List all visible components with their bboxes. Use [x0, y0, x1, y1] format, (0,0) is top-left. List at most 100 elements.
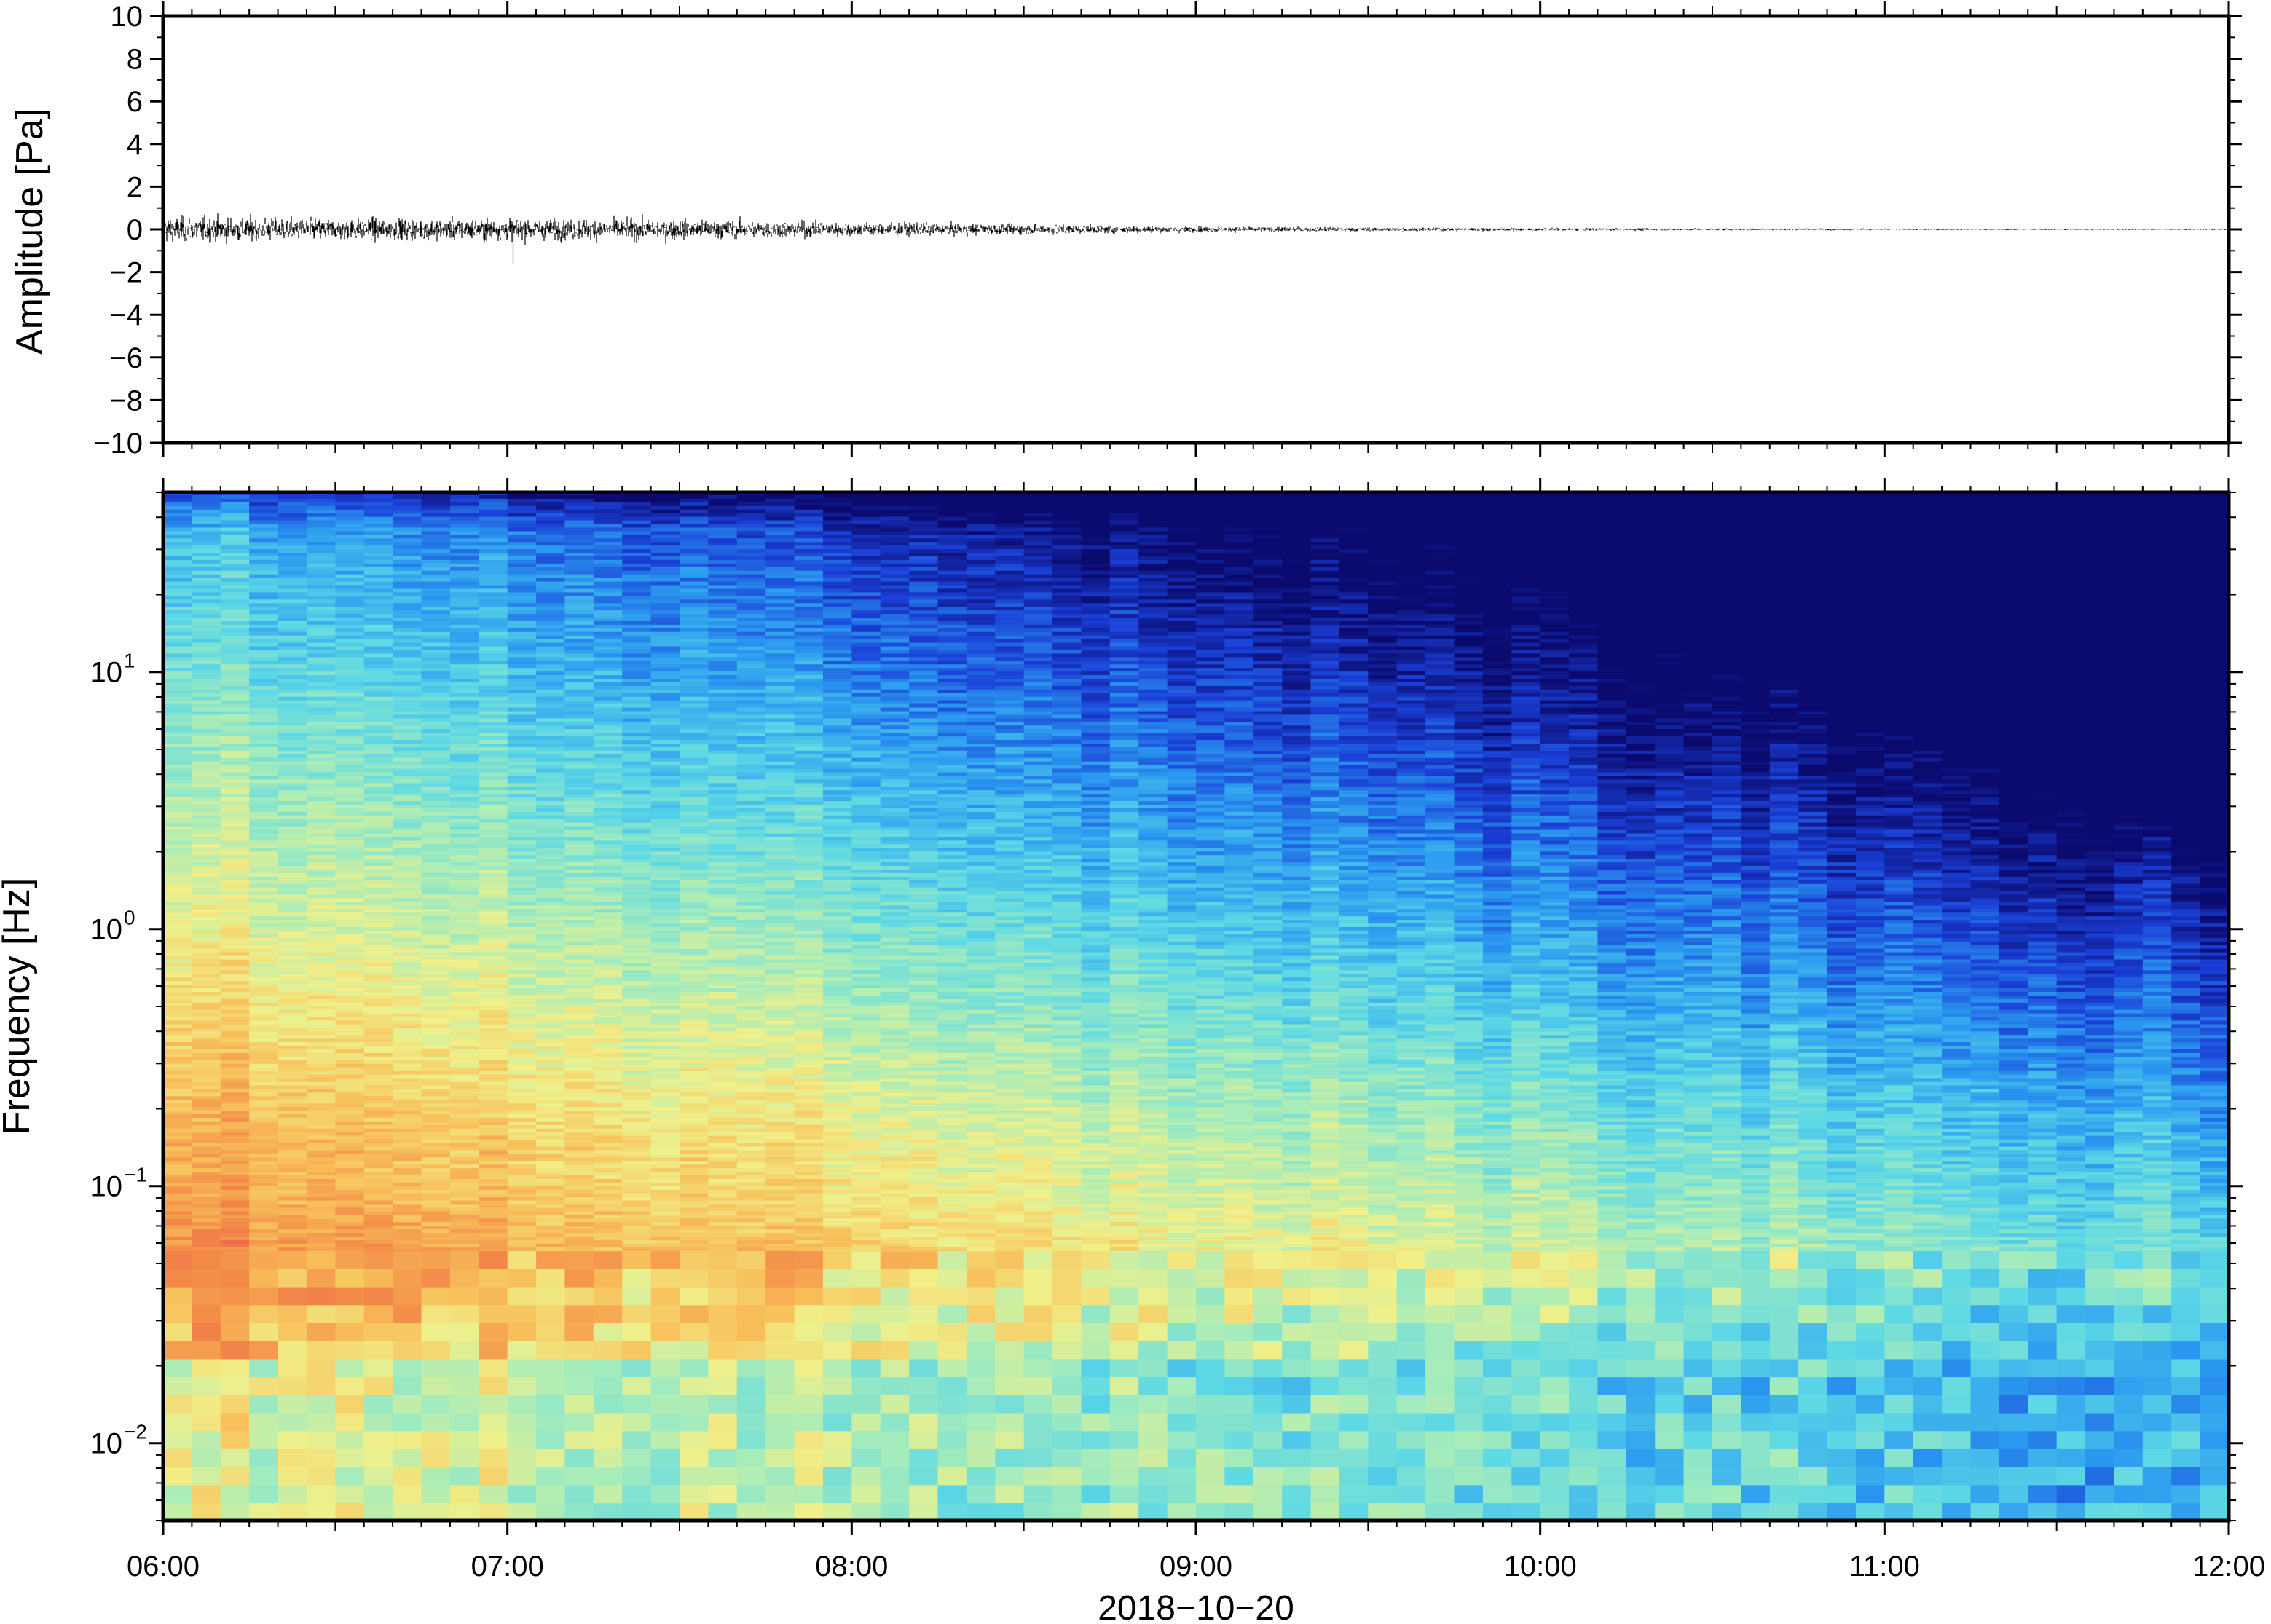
spectrogram-cell: [593, 919, 623, 924]
spectrogram-cell: [765, 1376, 795, 1395]
spectrogram-cell: [421, 829, 451, 834]
spectrogram-cell: [220, 1218, 250, 1223]
spectrogram-cell: [708, 969, 738, 974]
spectrogram-cell: [507, 1135, 537, 1140]
spectrogram-cell: [306, 919, 336, 924]
spectrogram-cell: [220, 821, 250, 827]
spectrogram-cell: [479, 567, 508, 571]
spectrogram-cell: [507, 1225, 537, 1230]
spectrogram-cell: [650, 1142, 680, 1147]
spectrogram-cell: [680, 1269, 709, 1288]
spectrogram-cell: [335, 1250, 365, 1269]
spectrogram-cell: [680, 725, 709, 730]
spectrogram-cell: [708, 1448, 738, 1467]
spectrogram-cell: [507, 588, 537, 593]
spectrogram-cell: [449, 1117, 480, 1122]
spectrogram-cell: [421, 527, 451, 532]
spectrogram-cell: [536, 1395, 566, 1414]
spectrogram-cell: [393, 505, 422, 510]
spectrogram-cell: [680, 1250, 709, 1269]
spectrogram-cell: [220, 1358, 250, 1378]
spectrogram-cell: [593, 634, 623, 639]
spectrogram-cell: [278, 1127, 307, 1132]
spectrogram-cell: [192, 955, 221, 960]
spectrogram-cell: [249, 1049, 279, 1053]
spectrogram-cell: [393, 854, 422, 859]
spectrogram-cell: [564, 768, 594, 773]
spectrogram-cell: [680, 800, 709, 805]
spectrogram-cell: [507, 757, 537, 762]
spectrogram-cell: [335, 660, 365, 665]
spectrogram-cell: [306, 703, 336, 708]
spectrogram-cell: [163, 757, 193, 762]
spectrogram-cell: [622, 800, 652, 805]
spectrogram-cell: [479, 1502, 508, 1521]
spectrogram-cell: [192, 901, 221, 906]
spectrogram-cell: [192, 610, 221, 615]
spectrogram-cell: [306, 1124, 336, 1129]
spectrogram-cell: [163, 530, 193, 535]
spectrogram-cell: [622, 750, 652, 754]
spectrogram-cell: [163, 919, 193, 924]
spectrogram-cell: [564, 862, 594, 866]
spectrogram-cell: [306, 854, 336, 859]
spectrogram-cell: [421, 1243, 451, 1247]
spectrogram-cell: [708, 872, 738, 877]
spectrogram-cell: [479, 969, 508, 974]
spectrogram-cell: [192, 674, 221, 679]
spectrogram-cell: [192, 1430, 221, 1449]
spectrogram-cell: [507, 872, 537, 877]
spectrogram-cell: [650, 1149, 680, 1154]
spectrogram-cell: [220, 854, 250, 859]
spectrogram-cell: [393, 988, 422, 992]
spectrogram-cell: [479, 926, 508, 931]
spectrogram-cell: [393, 502, 422, 506]
spectrogram-cell: [421, 736, 451, 741]
spectrogram-cell: [335, 821, 365, 827]
spectrogram-cell: [306, 808, 336, 812]
spectrogram-cell: [622, 869, 652, 873]
spectrogram-cell: [680, 645, 709, 650]
spectrogram-cell: [564, 1229, 594, 1234]
spectrogram-cell: [708, 797, 738, 802]
spectrogram-cell: [306, 1088, 336, 1093]
spectrogram-cell: [163, 516, 193, 521]
spectrogram-cell: [335, 951, 365, 956]
spectrogram-cell: [278, 1304, 307, 1323]
spectrogram-cell: [335, 706, 365, 712]
spectrogram-cell: [449, 588, 480, 593]
spectrogram-cell: [479, 782, 508, 787]
spectrogram-cell: [680, 995, 709, 999]
spectrogram-cell: [736, 786, 766, 791]
spectrogram-cell: [220, 897, 250, 902]
spectrogram-cell: [622, 984, 652, 989]
spectrogram-cell: [192, 602, 221, 607]
spectrogram-cell: [363, 1502, 393, 1521]
spectrogram-cell: [278, 854, 307, 859]
spectrogram-cell: [393, 786, 422, 791]
spectrogram-cell: [393, 494, 422, 499]
spectrogram-cell: [736, 908, 766, 913]
spectrogram-cell: [306, 602, 336, 607]
spectrogram-cell: [736, 559, 766, 564]
spectrogram-cell: [479, 753, 508, 758]
spectrogram-cell: [449, 1009, 480, 1014]
spectrogram-cell: [220, 638, 250, 643]
spectrogram-cell: [278, 1167, 307, 1172]
spectrogram-cell: [335, 966, 365, 971]
spectrogram-cell: [192, 645, 221, 650]
spectrogram-cell: [249, 969, 279, 974]
spectrogram-cell: [192, 1340, 221, 1360]
spectrogram-cell: [220, 610, 250, 615]
spectrogram-cell: [278, 1430, 307, 1449]
spectrogram-cell: [249, 1060, 279, 1064]
spectrogram-cell: [449, 879, 480, 884]
spectrogram-cell: [192, 1221, 221, 1226]
spectrogram-cell: [736, 502, 766, 506]
spectrogram-cell: [708, 505, 738, 510]
spectrogram-cell: [736, 1199, 766, 1205]
spectrogram-cell: [393, 617, 422, 621]
spectrogram-cell: [278, 1131, 307, 1136]
spectrogram-cell: [708, 552, 738, 556]
spectrogram-cell: [650, 1009, 680, 1014]
